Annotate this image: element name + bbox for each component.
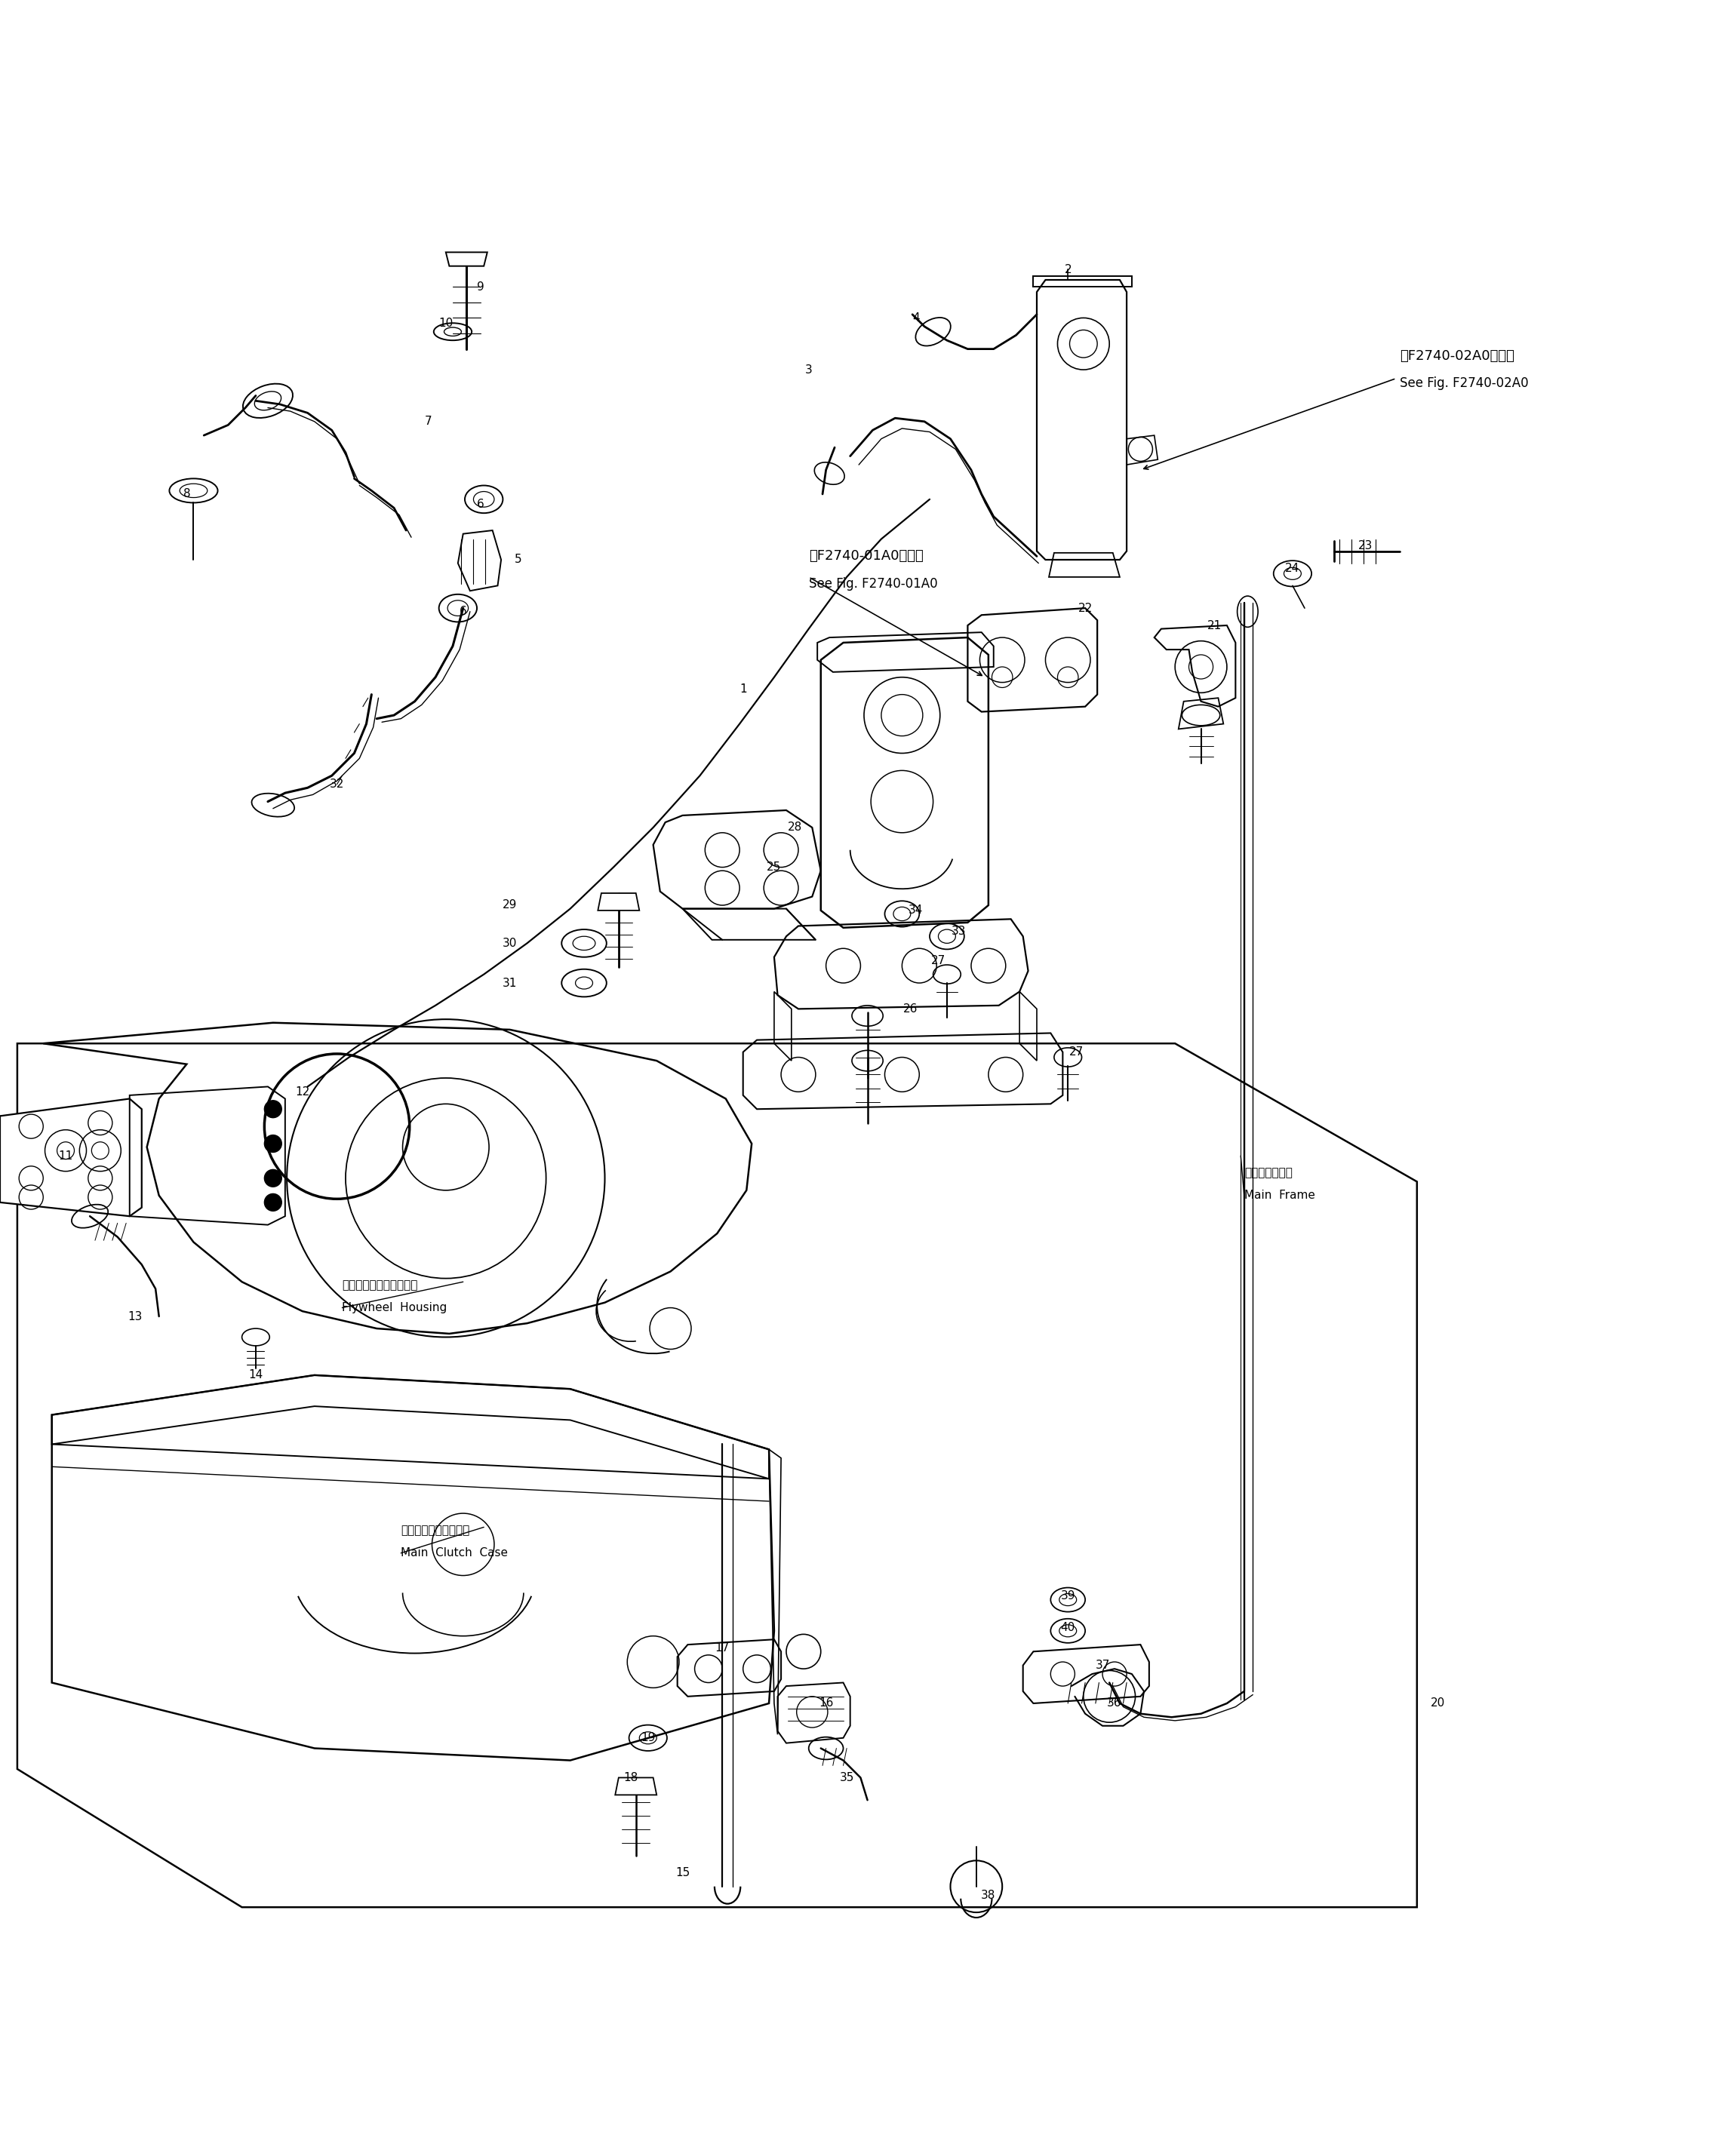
Text: 26: 26 [904,1003,918,1015]
Text: メインクラッチケース: メインクラッチケース [401,1524,470,1537]
Text: 6: 6 [460,606,467,617]
Text: 21: 21 [1208,619,1222,632]
Circle shape [264,1194,282,1212]
Text: 11: 11 [59,1149,73,1162]
Text: Flywheel  Housing: Flywheel Housing [342,1302,448,1313]
Circle shape [264,1134,282,1151]
Text: 16: 16 [819,1697,833,1710]
Text: 第F2740-01A0図参照: 第F2740-01A0図参照 [809,550,923,563]
Text: 5: 5 [515,554,522,565]
Text: 13: 13 [128,1311,142,1322]
Text: 4: 4 [912,313,919,323]
Text: 6: 6 [477,498,484,511]
Text: 38: 38 [982,1889,995,1902]
Text: 35: 35 [840,1772,854,1783]
Text: Main  Clutch  Case: Main Clutch Case [401,1548,508,1559]
Text: 22: 22 [1078,602,1092,614]
Text: 40: 40 [1061,1621,1075,1632]
Polygon shape [446,252,487,265]
Text: 9: 9 [477,280,484,293]
Text: 20: 20 [1431,1697,1445,1710]
Text: 30: 30 [503,938,517,949]
Polygon shape [615,1779,657,1796]
Text: 14: 14 [249,1369,263,1380]
Text: 29: 29 [503,899,517,910]
Text: 37: 37 [1096,1660,1109,1671]
Text: 19: 19 [641,1731,655,1744]
Text: 7: 7 [425,416,432,427]
Text: 3: 3 [805,364,812,375]
Polygon shape [598,893,639,910]
Text: Main  Frame: Main Frame [1244,1190,1315,1201]
Text: 31: 31 [503,977,517,990]
Text: 1: 1 [740,683,746,694]
Text: 28: 28 [788,821,802,832]
Text: 34: 34 [909,906,923,916]
Text: 15: 15 [676,1867,689,1878]
Text: 第F2740-02A0図参照: 第F2740-02A0図参照 [1400,349,1514,362]
Text: See Fig. F2740-01A0: See Fig. F2740-01A0 [809,578,938,591]
Text: 17: 17 [715,1643,729,1654]
Text: See Fig. F2740-02A0: See Fig. F2740-02A0 [1400,377,1529,390]
Text: 27: 27 [1070,1046,1083,1059]
Text: 25: 25 [767,862,781,873]
Text: 27: 27 [931,955,945,966]
Circle shape [264,1100,282,1117]
Text: 32: 32 [330,778,344,789]
Text: 23: 23 [1358,541,1372,552]
Text: 10: 10 [439,317,453,328]
Text: 8: 8 [183,489,190,500]
Polygon shape [0,1100,142,1216]
Text: 18: 18 [624,1772,638,1783]
Text: 39: 39 [1061,1591,1075,1602]
Text: 36: 36 [1108,1697,1121,1710]
Circle shape [264,1169,282,1186]
Text: 24: 24 [1286,563,1299,573]
Text: メインフレーム: メインフレーム [1244,1166,1293,1179]
Text: 12: 12 [295,1087,309,1097]
Text: フライホイルハウジング: フライホイルハウジング [342,1281,418,1291]
Text: 2: 2 [1064,263,1071,276]
Text: 33: 33 [952,925,966,938]
